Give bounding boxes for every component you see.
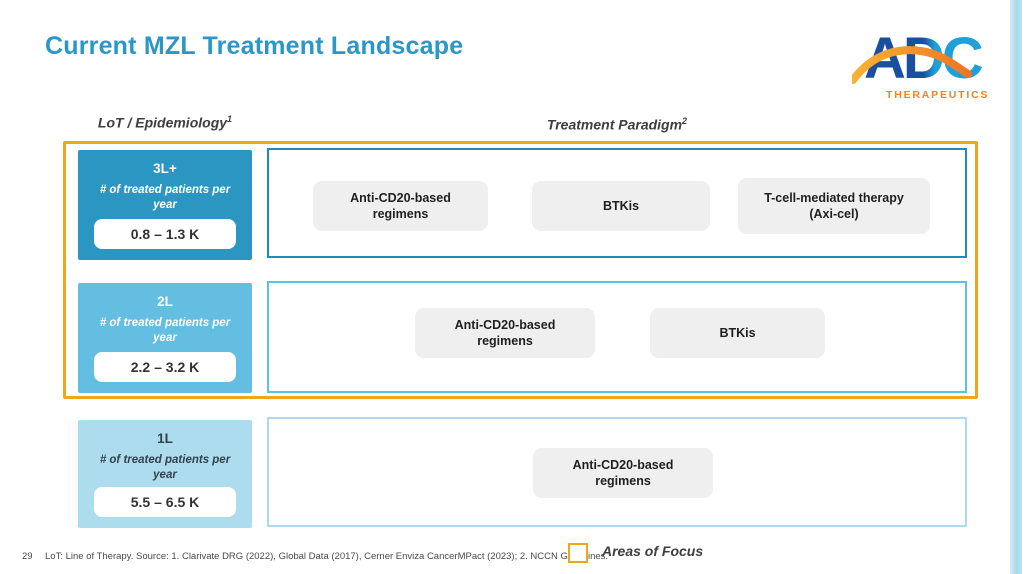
patients-range-pill: 0.8 – 1.3 K [94,219,236,249]
adc-therapeutics-logo: ADC THERAPEUTICS [852,26,989,101]
treated-patients-note: # of treated patients per year [99,317,231,345]
lot-box-3l-plus: 3L+ # of treated patients per year 0.8 –… [78,150,252,260]
paradigm-box-2l: Anti-CD20-based regimens BTKis [267,281,967,393]
treatment-pill: Anti-CD20-based regimens [313,181,488,231]
treatment-paradigm-column-header: Treatment Paradigm2 [267,116,967,133]
lot-epidemiology-column-header: LoT / Epidemiology1 [78,114,252,131]
patients-range-pill: 2.2 – 3.2 K [94,352,236,382]
paradigm-box-3l-plus: Anti-CD20-based regimens BTKis T-cell-me… [267,148,967,258]
lot-header-footnote-marker: 1 [227,114,233,124]
right-edge-stripe [1010,0,1022,574]
patients-range-pill: 5.5 – 6.5 K [94,487,236,517]
paradigm-box-1l: Anti-CD20-based regimens [267,417,967,527]
line-of-therapy-label: 1L [157,431,173,446]
logo-subtext: THERAPEUTICS [886,89,989,101]
treated-patients-note: # of treated patients per year [99,454,231,482]
paradigm-header-text: Treatment Paradigm [546,116,683,133]
lot-box-1l: 1L # of treated patients per year 5.5 – … [78,420,252,528]
areas-of-focus-legend-swatch [568,543,588,563]
footnote: LoT: Line of Therapy. Source: 1. Clariva… [45,551,609,562]
treatment-pill: BTKis [532,181,710,231]
areas-of-focus-outline [63,141,978,399]
areas-of-focus-legend-label: Areas of Focus [602,543,704,559]
slide-page-number: 29 [22,551,33,562]
treated-patients-note: # of treated patients per year [99,184,231,212]
line-of-therapy-label: 2L [157,294,173,309]
lot-header-text: LoT / Epidemiology [97,114,228,131]
treatment-pill: BTKis [650,308,825,358]
treatment-pill: Anti-CD20-based regimens [415,308,595,358]
treatment-pill: Anti-CD20-based regimens [533,448,713,498]
logo-swoosh-icon [852,46,972,84]
page-title: Current MZL Treatment Landscape [45,32,464,60]
paradigm-header-footnote-marker: 2 [682,116,688,126]
lot-box-2l: 2L # of treated patients per year 2.2 – … [78,283,252,393]
line-of-therapy-label: 3L+ [153,161,177,176]
treatment-pill: T-cell-mediated therapy (Axi-cel) [738,178,930,234]
